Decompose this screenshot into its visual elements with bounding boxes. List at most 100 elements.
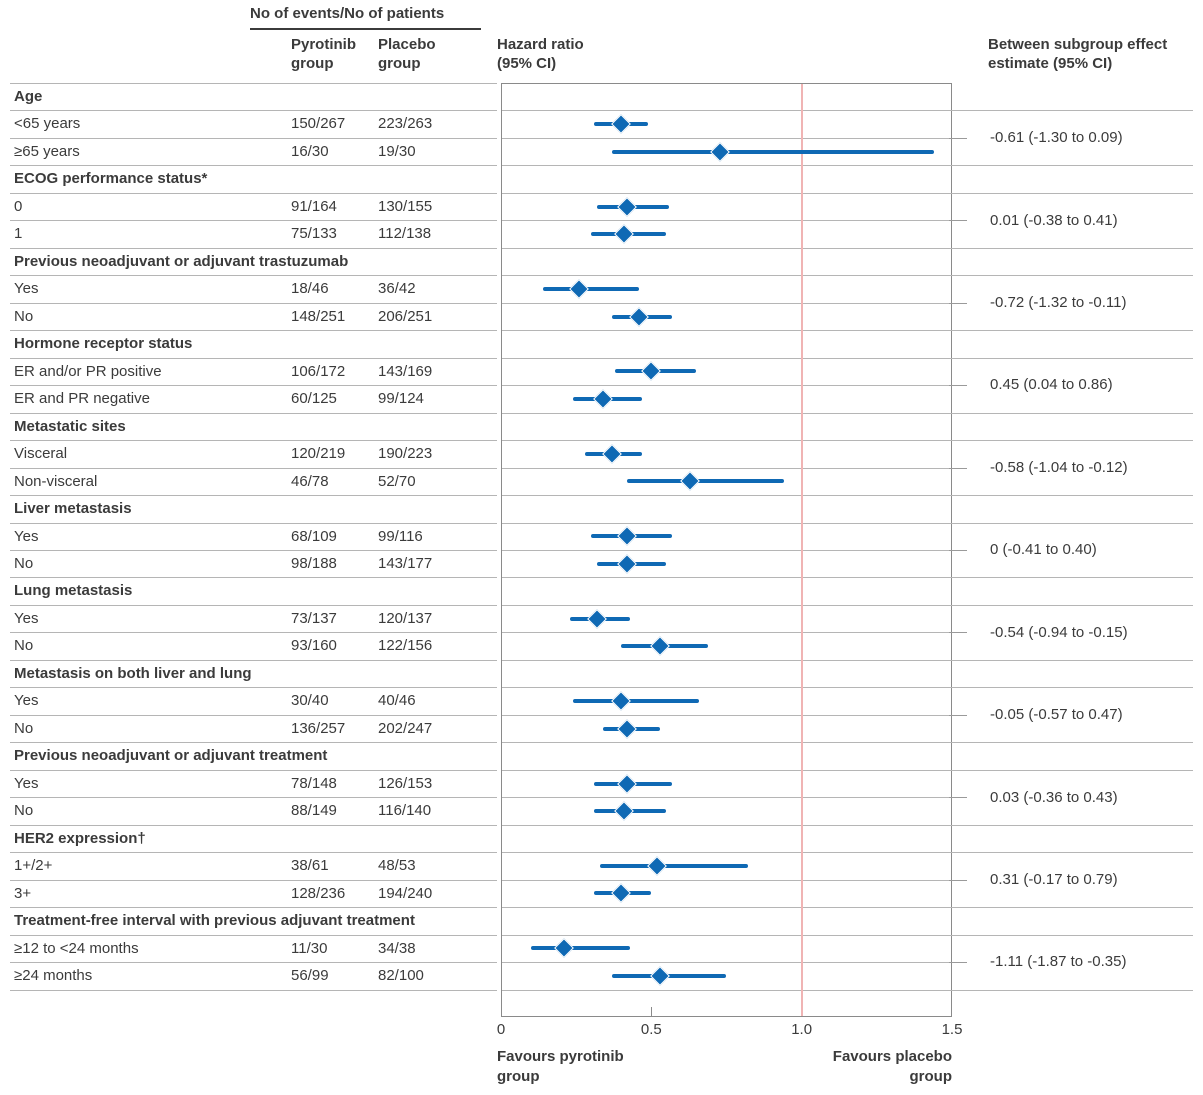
section-label: HER2 expression† <box>14 829 146 847</box>
events-cell-pyrotinib: 120/219 <box>291 445 346 463</box>
row-separator-line <box>10 852 497 854</box>
events-cell-placebo: 202/247 <box>378 719 433 737</box>
events-cell-pyrotinib: 106/172 <box>291 362 346 380</box>
row-separator-line <box>10 577 497 579</box>
row-separator-line <box>10 440 497 442</box>
row-separator-line <box>10 604 497 606</box>
grid-line <box>501 687 952 689</box>
events-cell-placebo: 206/251 <box>378 307 433 325</box>
row-separator-line <box>10 632 497 634</box>
grid-line <box>501 659 952 661</box>
grid-line <box>501 302 952 304</box>
row-label: 1 <box>14 225 23 243</box>
grid-line <box>501 962 952 964</box>
pyrotinib-column-header: Pyrotinib group <box>291 36 357 72</box>
events-cell-placebo: 143/177 <box>378 555 433 572</box>
events-cell-pyrotinib: 148/251 <box>291 307 346 325</box>
between-subgroup-line <box>949 742 1193 744</box>
grid-line <box>501 769 952 771</box>
between-subgroup-line <box>949 852 1193 854</box>
events-cell-placebo: 52/70 <box>378 472 416 490</box>
events-cell-pyrotinib: 38/61 <box>291 857 329 875</box>
section-label: Lung metastasis <box>14 582 133 600</box>
row-label: ≥12 to <24 months <box>14 939 139 957</box>
axis-tick-label: 1.0 <box>791 1021 813 1038</box>
axis-tick <box>651 1007 653 1016</box>
between-subgroup-line <box>949 522 1193 524</box>
row-separator-line <box>10 824 497 826</box>
events-cell-pyrotinib: 150/267 <box>291 115 346 133</box>
events-cell-pyrotinib: 78/148 <box>291 774 337 792</box>
events-cell-placebo: 194/240 <box>378 884 433 902</box>
row-separator-line <box>10 275 497 277</box>
section-label: Treatment-free interval with previous ad… <box>14 912 415 930</box>
row-separator-line <box>10 742 497 744</box>
row-label: Yes <box>14 692 39 710</box>
row-separator-line <box>10 385 497 387</box>
row-separator-line <box>10 687 497 689</box>
grid-line <box>501 714 952 716</box>
events-cell-placebo: 48/53 <box>378 857 416 875</box>
row-separator-line <box>10 357 497 359</box>
between-subgroup-line <box>949 110 1193 112</box>
confidence-interval-line <box>531 946 631 951</box>
events-cell-pyrotinib: 46/78 <box>291 472 329 490</box>
events-cell-placebo: 36/42 <box>378 280 416 298</box>
between-subgroup-line <box>949 934 1193 936</box>
row-label: No <box>14 802 34 820</box>
grid-line <box>501 604 952 606</box>
between-subgroup-tick <box>949 302 967 304</box>
grid-line <box>501 879 952 881</box>
between-subgroup-line <box>949 604 1193 606</box>
row-separator-line <box>10 192 497 194</box>
grid-line <box>501 632 952 634</box>
row-label: Yes <box>14 527 39 545</box>
section-label: Previous neoadjuvant or adjuvant treatme… <box>14 747 328 765</box>
events-cell-pyrotinib: 60/125 <box>291 390 337 408</box>
plot-frame <box>501 83 952 1017</box>
grid-line <box>501 522 952 524</box>
row-separator-line <box>10 797 497 799</box>
between-subgroup-line <box>949 769 1193 771</box>
between-subgroup-estimate: 0.45 (0.04 to 0.86) <box>990 376 1113 394</box>
hazard-ratio-column-header: Hazard ratio (95% CI) <box>497 36 584 72</box>
grid-line <box>501 824 952 826</box>
between-subgroup-estimate: 0 (-0.41 to 0.40) <box>990 541 1097 559</box>
between-subgroup-estimate: -0.54 (-0.94 to -0.15) <box>990 623 1128 641</box>
events-cell-pyrotinib: 136/257 <box>291 719 346 737</box>
grid-line <box>501 385 952 387</box>
events-cell-pyrotinib: 73/137 <box>291 609 337 627</box>
grid-line <box>501 989 952 991</box>
grid-line <box>501 330 952 332</box>
section-label: Hormone receptor status <box>14 335 193 353</box>
between-subgroup-estimate: -0.58 (-1.04 to -0.12) <box>990 458 1128 476</box>
grid-line <box>501 110 952 112</box>
between-subgroup-line <box>949 495 1193 497</box>
between-subgroup-line <box>949 577 1193 579</box>
row-label: ER and PR negative <box>14 390 150 408</box>
events-cell-pyrotinib: 88/149 <box>291 802 337 820</box>
grid-line <box>501 852 952 854</box>
grid-line <box>501 577 952 579</box>
events-cell-pyrotinib: 98/188 <box>291 555 337 572</box>
row-label: 1+/2+ <box>14 857 53 875</box>
between-subgroup-line <box>949 989 1193 991</box>
between-subgroup-estimate: 0.01 (-0.38 to 0.41) <box>990 211 1118 229</box>
events-cell-pyrotinib: 91/164 <box>291 197 337 215</box>
events-cell-placebo: 190/223 <box>378 445 433 463</box>
row-label: Yes <box>14 774 39 792</box>
row-separator-line <box>10 110 497 112</box>
between-subgroup-estimate: 0.03 (-0.36 to 0.43) <box>990 788 1118 806</box>
grid-line <box>501 742 952 744</box>
between-subgroup-estimate: -0.61 (-1.30 to 0.09) <box>990 129 1123 147</box>
grid-line <box>501 495 952 497</box>
favours-pyrotinib-label: Favours pyrotinib group <box>497 1048 624 1085</box>
between-subgroup-line <box>949 330 1193 332</box>
grid-line <box>501 797 952 799</box>
events-patients-header: No of events/No of patients <box>250 5 445 22</box>
row-separator-line <box>10 247 497 249</box>
grid-line <box>501 247 952 249</box>
axis-tick-label: 0.5 <box>640 1021 662 1038</box>
favours-placebo-label: Favours placebo group <box>832 1048 952 1085</box>
confidence-interval-line <box>543 287 640 292</box>
